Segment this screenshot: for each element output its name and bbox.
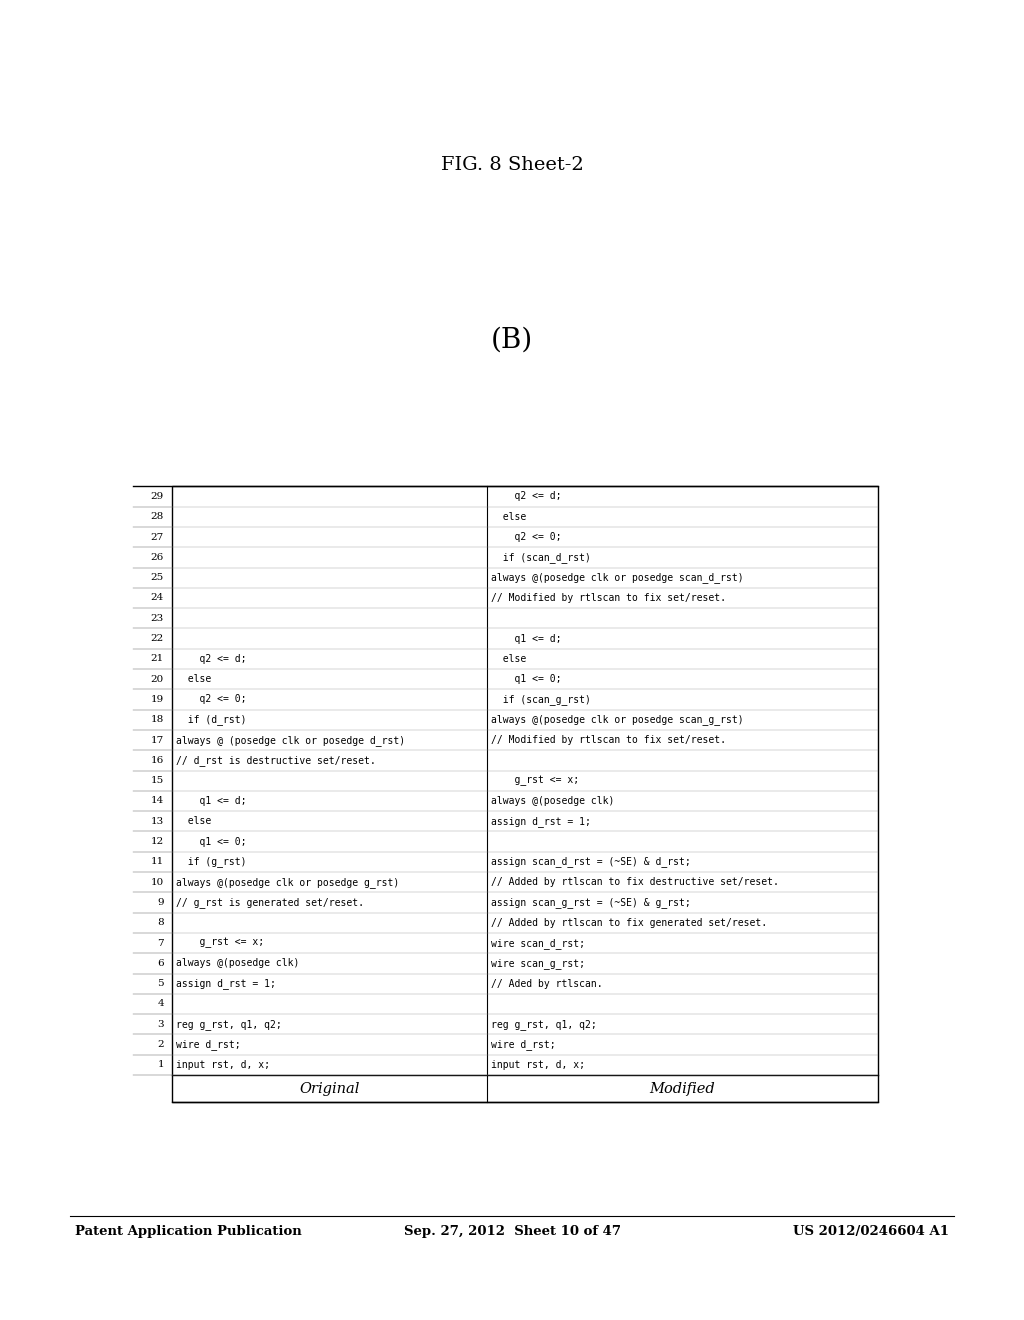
Text: wire d_rst;: wire d_rst; bbox=[490, 1039, 556, 1049]
Text: q2 <= 0;: q2 <= 0; bbox=[490, 532, 561, 543]
Bar bbox=[172, 486, 878, 1102]
Text: 28: 28 bbox=[151, 512, 164, 521]
Text: input rst, d, x;: input rst, d, x; bbox=[176, 1060, 270, 1069]
Text: wire d_rst;: wire d_rst; bbox=[176, 1039, 241, 1049]
Text: g_rst <= x;: g_rst <= x; bbox=[176, 937, 264, 948]
Text: q1 <= d;: q1 <= d; bbox=[490, 634, 561, 644]
Text: if (scan_d_rst): if (scan_d_rst) bbox=[490, 552, 591, 562]
Text: always @(posedge clk): always @(posedge clk) bbox=[176, 958, 299, 969]
Text: 8: 8 bbox=[158, 919, 164, 927]
Text: wire scan_d_rst;: wire scan_d_rst; bbox=[490, 937, 585, 949]
Text: 29: 29 bbox=[151, 492, 164, 502]
Text: q2 <= d;: q2 <= d; bbox=[176, 653, 247, 664]
Text: 27: 27 bbox=[151, 532, 164, 541]
Text: // Modified by rtlscan to fix set/reset.: // Modified by rtlscan to fix set/reset. bbox=[490, 593, 726, 603]
Text: // Aded by rtlscan.: // Aded by rtlscan. bbox=[490, 978, 603, 989]
Text: 18: 18 bbox=[151, 715, 164, 725]
Text: 1: 1 bbox=[158, 1060, 164, 1069]
Text: (B): (B) bbox=[490, 326, 534, 354]
Text: assign d_rst = 1;: assign d_rst = 1; bbox=[490, 816, 591, 826]
Text: else: else bbox=[176, 816, 211, 826]
Text: q1 <= 0;: q1 <= 0; bbox=[176, 837, 247, 846]
Text: else: else bbox=[490, 653, 526, 664]
Text: 16: 16 bbox=[151, 756, 164, 764]
Text: 3: 3 bbox=[158, 1020, 164, 1028]
Text: // d_rst is destructive set/reset.: // d_rst is destructive set/reset. bbox=[176, 755, 376, 766]
Text: assign scan_d_rst = (~SE) & d_rst;: assign scan_d_rst = (~SE) & d_rst; bbox=[490, 857, 691, 867]
Text: 26: 26 bbox=[151, 553, 164, 562]
Text: 11: 11 bbox=[151, 858, 164, 866]
Text: Original: Original bbox=[299, 1081, 359, 1096]
Text: if (scan_g_rst): if (scan_g_rst) bbox=[490, 694, 591, 705]
Text: else: else bbox=[490, 512, 526, 521]
Text: else: else bbox=[176, 675, 211, 684]
Text: always @(posedge clk or posedge g_rst): always @(posedge clk or posedge g_rst) bbox=[176, 876, 399, 887]
Text: 2: 2 bbox=[158, 1040, 164, 1049]
Text: 13: 13 bbox=[151, 817, 164, 826]
Text: 23: 23 bbox=[151, 614, 164, 623]
Text: 4: 4 bbox=[158, 999, 164, 1008]
Text: 6: 6 bbox=[158, 958, 164, 968]
Text: always @(posedge clk or posedge scan_g_rst): always @(posedge clk or posedge scan_g_r… bbox=[490, 714, 743, 725]
Text: // Modified by rtlscan to fix set/reset.: // Modified by rtlscan to fix set/reset. bbox=[490, 735, 726, 744]
Text: Sep. 27, 2012  Sheet 10 of 47: Sep. 27, 2012 Sheet 10 of 47 bbox=[403, 1225, 621, 1238]
Text: always @(posedge clk): always @(posedge clk) bbox=[490, 796, 614, 807]
Text: 15: 15 bbox=[151, 776, 164, 785]
Text: assign d_rst = 1;: assign d_rst = 1; bbox=[176, 978, 275, 989]
Text: input rst, d, x;: input rst, d, x; bbox=[490, 1060, 585, 1069]
Text: always @ (posedge clk or posedge d_rst): always @ (posedge clk or posedge d_rst) bbox=[176, 735, 406, 746]
Text: q2 <= d;: q2 <= d; bbox=[490, 491, 561, 502]
Text: FIG. 8 Sheet-2: FIG. 8 Sheet-2 bbox=[440, 156, 584, 174]
Text: Patent Application Publication: Patent Application Publication bbox=[75, 1225, 302, 1238]
Text: g_rst <= x;: g_rst <= x; bbox=[490, 775, 580, 785]
Text: 12: 12 bbox=[151, 837, 164, 846]
Text: 14: 14 bbox=[151, 796, 164, 805]
Text: q2 <= 0;: q2 <= 0; bbox=[176, 694, 247, 705]
Text: 7: 7 bbox=[158, 939, 164, 948]
Text: 17: 17 bbox=[151, 735, 164, 744]
Text: reg g_rst, q1, q2;: reg g_rst, q1, q2; bbox=[176, 1019, 282, 1030]
Text: 9: 9 bbox=[158, 898, 164, 907]
Text: 10: 10 bbox=[151, 878, 164, 887]
Text: reg g_rst, q1, q2;: reg g_rst, q1, q2; bbox=[490, 1019, 597, 1030]
Text: wire scan_g_rst;: wire scan_g_rst; bbox=[490, 958, 585, 969]
Text: // g_rst is generated set/reset.: // g_rst is generated set/reset. bbox=[176, 898, 364, 908]
Text: 22: 22 bbox=[151, 634, 164, 643]
Text: // Added by rtlscan to fix generated set/reset.: // Added by rtlscan to fix generated set… bbox=[490, 917, 767, 928]
Text: 20: 20 bbox=[151, 675, 164, 684]
Text: always @(posedge clk or posedge scan_d_rst): always @(posedge clk or posedge scan_d_r… bbox=[490, 572, 743, 583]
Text: assign scan_g_rst = (~SE) & g_rst;: assign scan_g_rst = (~SE) & g_rst; bbox=[490, 898, 691, 908]
Text: q1 <= 0;: q1 <= 0; bbox=[490, 675, 561, 684]
Text: 25: 25 bbox=[151, 573, 164, 582]
Text: 24: 24 bbox=[151, 594, 164, 602]
Text: if (g_rst): if (g_rst) bbox=[176, 857, 247, 867]
Text: 19: 19 bbox=[151, 694, 164, 704]
Text: 5: 5 bbox=[158, 979, 164, 989]
Text: q1 <= d;: q1 <= d; bbox=[176, 796, 247, 807]
Text: US 2012/0246604 A1: US 2012/0246604 A1 bbox=[793, 1225, 949, 1238]
Text: Modified: Modified bbox=[649, 1081, 716, 1096]
Text: 21: 21 bbox=[151, 655, 164, 664]
Text: if (d_rst): if (d_rst) bbox=[176, 714, 247, 725]
Text: // Added by rtlscan to fix destructive set/reset.: // Added by rtlscan to fix destructive s… bbox=[490, 878, 779, 887]
